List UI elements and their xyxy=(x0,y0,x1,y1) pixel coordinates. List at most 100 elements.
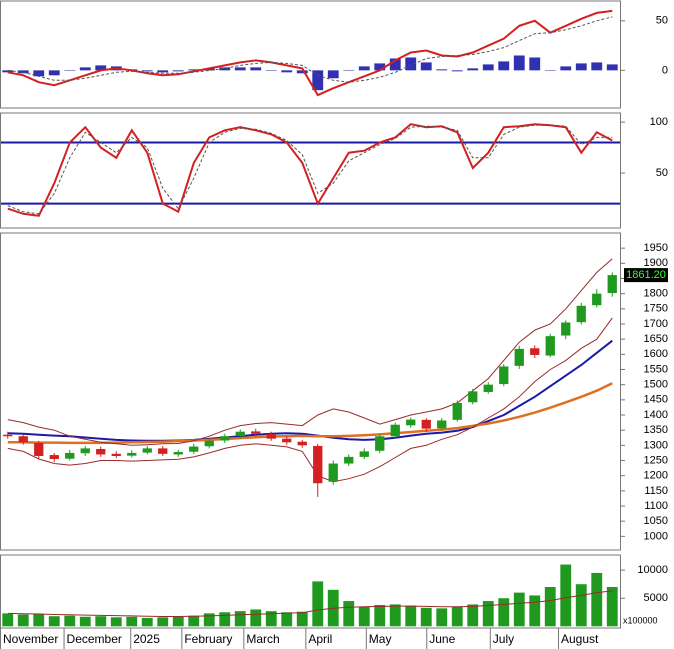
volume-bar xyxy=(436,608,448,627)
volume-bar xyxy=(405,605,417,627)
volume-bar xyxy=(79,616,91,627)
volume-bar xyxy=(126,616,138,627)
volume-bar xyxy=(2,613,14,627)
histogram-bar xyxy=(95,65,107,71)
x-tick-label: 2025 xyxy=(133,632,160,646)
candle-body xyxy=(359,451,369,457)
histogram-bar xyxy=(312,70,324,91)
candle-body xyxy=(437,420,447,429)
panel-frame xyxy=(0,112,621,229)
volume-bar xyxy=(544,587,556,627)
candle-body xyxy=(576,305,586,323)
candle-body xyxy=(607,275,617,294)
candle-body xyxy=(173,452,183,455)
y-tick-label: 1550 xyxy=(644,363,668,375)
line xyxy=(7,590,613,617)
histogram-bar xyxy=(2,70,14,73)
candle-body xyxy=(561,322,571,336)
histogram-bar xyxy=(591,62,603,71)
line xyxy=(7,317,613,483)
histogram-bar xyxy=(188,69,200,71)
line xyxy=(7,123,613,217)
volume-bar xyxy=(451,606,463,627)
histogram-bar xyxy=(467,68,479,71)
candle-body xyxy=(235,431,245,436)
candle-body xyxy=(468,391,478,403)
volume-bar xyxy=(343,601,355,627)
line xyxy=(7,258,613,446)
y-tick-label: 1650 xyxy=(644,333,668,345)
panel-frame xyxy=(0,232,621,551)
y-tick-label: 1600 xyxy=(644,348,668,360)
y-tick-label: 1350 xyxy=(644,424,668,436)
y-tick-label: 10000 xyxy=(637,564,668,576)
unit-label: x100000 xyxy=(623,615,658,625)
volume-bar xyxy=(265,611,277,627)
histogram-bar xyxy=(420,62,432,71)
volume-bar xyxy=(467,604,479,627)
candle-body xyxy=(282,438,292,443)
candle-body xyxy=(344,456,354,464)
histogram-bar xyxy=(575,63,587,71)
histogram-bar xyxy=(544,70,556,71)
histogram-bar xyxy=(529,57,541,71)
volume-bar xyxy=(234,611,246,627)
histogram-bar xyxy=(48,70,60,76)
volume-bar xyxy=(374,604,386,627)
y-tick-label: 1250 xyxy=(644,454,668,466)
histogram-bar xyxy=(141,70,153,72)
candle-body xyxy=(3,434,13,437)
volume-bar xyxy=(219,612,231,627)
candle-body xyxy=(80,448,90,454)
volume-bar xyxy=(110,617,122,627)
y-tick-label: 1050 xyxy=(644,515,668,527)
histogram-bar xyxy=(172,70,184,72)
volume-bar xyxy=(529,595,541,627)
candle-body xyxy=(49,455,59,459)
candle-body xyxy=(189,446,199,452)
candle-body xyxy=(220,436,230,441)
volume-bar xyxy=(591,572,603,627)
x-tick-label: November xyxy=(3,632,58,646)
histogram-bar xyxy=(389,58,401,71)
volume-bar xyxy=(513,592,525,627)
volume-bar xyxy=(48,616,60,627)
candle-body xyxy=(452,402,462,420)
candle-body xyxy=(592,293,602,306)
candle-body xyxy=(127,452,137,456)
candle-body xyxy=(530,348,540,355)
line xyxy=(7,124,613,215)
y-tick-label: 0 xyxy=(662,64,668,76)
y-tick-label: 1200 xyxy=(644,470,668,482)
line xyxy=(7,9,613,97)
y-tick-label: 1150 xyxy=(644,485,668,497)
x-tick-label: December xyxy=(67,632,122,646)
x-tick-label: March xyxy=(246,632,279,646)
candle-body xyxy=(483,384,493,392)
volume-bar xyxy=(188,615,200,627)
histogram-bar xyxy=(436,69,448,71)
y-tick-label: 1950 xyxy=(644,242,668,254)
x-tick-label: February xyxy=(184,632,232,646)
volume-bar xyxy=(281,612,293,627)
histogram-bar xyxy=(606,64,618,71)
y-tick-label: 1800 xyxy=(644,288,668,300)
x-tick-label: June xyxy=(429,632,455,646)
volume-bar xyxy=(498,598,510,627)
candle-body xyxy=(111,453,121,456)
candle-body xyxy=(514,348,524,366)
price-tag-label: 1861.20 xyxy=(626,269,666,281)
candle-body xyxy=(297,441,307,446)
histogram-bar xyxy=(405,57,417,71)
histogram-bar xyxy=(327,70,339,79)
histogram-bar xyxy=(234,67,246,71)
volume-bar xyxy=(33,613,45,627)
volume-bar xyxy=(172,616,184,627)
y-tick-label: 1500 xyxy=(644,379,668,391)
candle-body xyxy=(421,419,431,429)
candle-body xyxy=(375,436,385,451)
histogram-bar xyxy=(374,63,386,71)
candle-body xyxy=(204,440,214,447)
volume-bar xyxy=(420,607,432,627)
